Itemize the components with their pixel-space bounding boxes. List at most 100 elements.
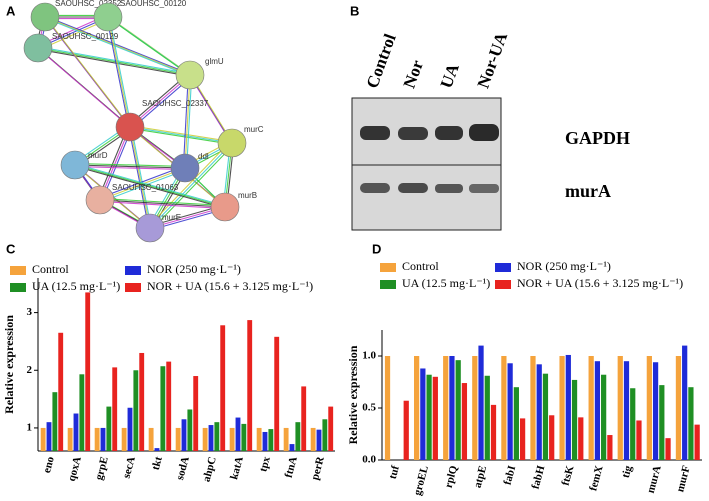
x-tick-label: katA [228,455,246,481]
bar [94,427,100,451]
panel-label: D [372,241,381,256]
y-tick-label: 0.5 [362,402,376,414]
bar [289,444,295,451]
legend-label: UA (12.5 mg·L⁻¹) [32,279,120,293]
x-tick-label: groEL [412,464,431,496]
x-tick-label: fabI [502,464,519,486]
network-edge [109,18,133,129]
network-edge [74,164,186,169]
bar [617,356,623,460]
x-tick-label: rplQ [443,464,461,489]
bar [121,427,127,451]
bar [139,352,145,451]
bar [455,360,461,460]
bar [513,387,519,460]
bar [472,356,478,460]
bar [530,356,536,460]
bar [403,400,409,460]
x-tick-label: qoxA [66,455,84,482]
node-label: SAOUHSC_02337 [142,99,209,108]
network-edge [73,162,184,167]
legend-swatch [380,280,396,289]
network-node [210,192,240,222]
lane-label: Nor [400,57,428,91]
network-edge [99,199,226,208]
bar [100,427,106,451]
bar [501,356,507,460]
band-label: murA [565,181,611,201]
bar [256,427,262,451]
x-tick-label: eno [41,455,57,475]
network-edge [46,18,192,78]
bar [688,387,694,460]
network-edge [129,126,151,229]
x-tick-label: tuf [387,464,402,480]
bar [52,392,58,451]
bar [241,423,247,451]
bar [154,448,160,451]
bar [490,404,497,460]
band-label: GAPDH [565,128,630,148]
bar [127,407,133,451]
network-edge [98,197,224,206]
legend-label: NOR (250 mg·L⁻¹) [517,259,611,273]
node-label: SAOUHSC_00129 [52,32,119,41]
bar [268,429,274,451]
bar [310,427,316,451]
network-edge [44,16,191,76]
bar [202,427,208,451]
bar [571,379,578,460]
bar [220,325,226,451]
x-tick-label: sodA [174,455,192,481]
network-edge [131,128,234,146]
network-edge [151,144,234,230]
bar [578,417,584,460]
node-label: glmU [205,57,224,66]
bar [229,427,235,451]
network-node [85,185,115,215]
bar [549,415,555,460]
bar [682,345,688,460]
y-tick-label: 0.0 [362,454,376,466]
network-edge [128,124,231,142]
bar [79,374,85,451]
bar [274,336,280,451]
bar [519,418,526,460]
network-node [60,150,90,180]
y-axis-label: Relative expression [2,315,16,414]
bar [208,425,214,451]
panel-label: C [6,241,16,256]
x-tick-label: ahpC [201,455,219,483]
network-node [135,213,165,243]
node-label: murB [238,191,257,200]
bar [214,422,220,451]
bar [384,356,391,460]
network-edge [43,14,189,74]
bar [166,361,172,451]
bar [175,427,181,451]
node-label: ddl [198,152,209,161]
legend-swatch [10,266,26,275]
network-edge [109,18,192,78]
bar [133,370,139,451]
bar [73,413,79,451]
network-edge [105,15,129,126]
legend-swatch [495,280,511,289]
network-edge [148,141,231,227]
bar [112,367,118,451]
x-tick-label: fabH [530,464,548,491]
legend-label: Control [32,262,69,276]
bar [58,332,64,451]
bar [659,385,665,460]
bar [181,419,187,451]
bar [247,320,253,451]
bar [694,424,700,460]
bar [536,364,542,460]
bar [623,361,630,460]
node-label: SAOUHSC_00120 [120,0,187,8]
lane-label: Nor-UA [474,29,512,91]
y-tick-label: 2 [27,364,33,376]
bar [328,406,334,451]
network-edge [73,162,224,206]
bar [322,419,328,451]
